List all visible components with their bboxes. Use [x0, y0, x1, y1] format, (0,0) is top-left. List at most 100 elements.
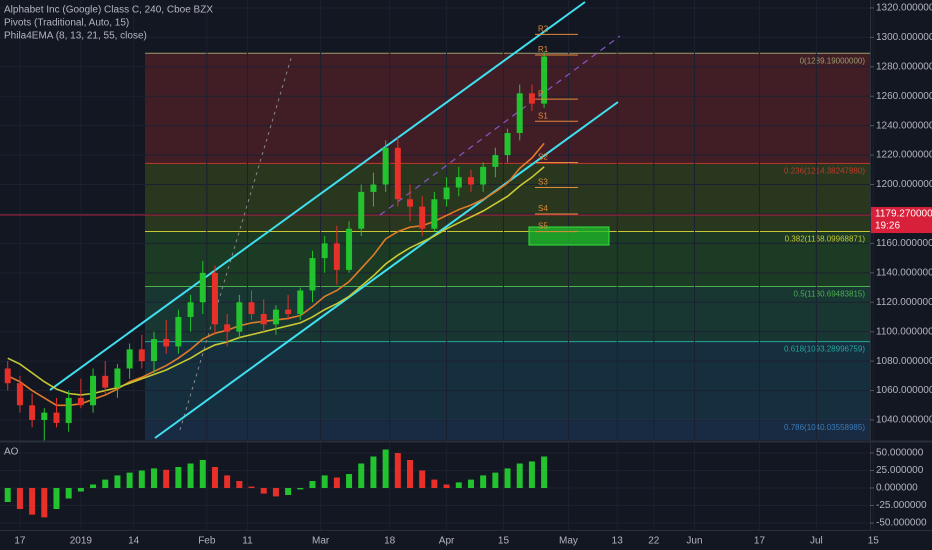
candle-body	[248, 302, 255, 315]
ao-bar	[431, 479, 438, 489]
candle-body	[16, 383, 23, 406]
candle-body	[285, 309, 292, 315]
marks: R2 R1 P S1 S2 S3 S4 S5	[4, 25, 578, 518]
y-tick-label: 1140.00000000	[876, 267, 932, 278]
candle-body	[102, 375, 109, 388]
ao-bar	[126, 472, 133, 489]
y-tick-label: 25.000000	[876, 465, 924, 476]
y-tick-label: 1080.00000000	[876, 356, 932, 367]
pivot-label: S3	[538, 178, 548, 187]
countdown: 19:26	[875, 221, 900, 232]
ao-bar	[224, 475, 231, 489]
ao-bar	[260, 488, 267, 494]
x-tick-label: 11	[242, 536, 253, 547]
ao-bar	[90, 484, 97, 489]
candle-body	[53, 412, 60, 423]
ao-bar	[163, 469, 170, 489]
candle-body	[358, 191, 365, 229]
candle-body	[126, 349, 133, 369]
candle-body	[541, 56, 548, 104]
candle-body	[4, 368, 11, 384]
ao-bar	[407, 460, 414, 489]
pivot-label: R2	[538, 25, 549, 34]
y-tick-label: 1160.00000000	[876, 238, 932, 249]
ao-bar	[175, 467, 182, 489]
ao-bar	[236, 481, 243, 489]
y-tick-label: 1260.00000000	[876, 91, 932, 102]
y-tick-label: 1040.00000000	[876, 415, 932, 426]
ao-bar	[492, 472, 499, 489]
symbol-title: Alphabet Inc (Google) Class C, 240, Cboe…	[4, 5, 213, 16]
ao-bar	[151, 468, 158, 489]
last-price-tag	[871, 207, 932, 234]
ao-bar	[285, 488, 292, 496]
pivot-label: P	[538, 89, 543, 98]
ao-bar	[4, 488, 11, 503]
x-tick-label: Feb	[198, 536, 216, 547]
candle-body	[272, 309, 279, 325]
pivot-label: S1	[538, 111, 548, 120]
candle-body	[443, 187, 450, 200]
x-tick-label: 15	[868, 536, 880, 547]
x-tick-label: 22	[648, 536, 660, 547]
y-tick-label: 1200.00000000	[876, 179, 932, 190]
fib-label: 0.382(1168.09968871)	[785, 235, 866, 244]
candle-body	[455, 177, 462, 188]
pivot-label: S2	[538, 153, 548, 162]
pivot-label: R1	[538, 45, 549, 54]
ao-bar	[309, 481, 316, 489]
ao-bar	[516, 463, 523, 489]
x-tick-label: Jun	[686, 536, 702, 547]
y-tick-label: -50.000000	[876, 518, 927, 529]
candle-body	[333, 243, 340, 270]
candle-body	[516, 93, 523, 134]
x-tick-label: Jul	[810, 536, 823, 547]
candle-body	[407, 199, 414, 207]
candle-body	[394, 147, 401, 200]
candle-body	[77, 397, 84, 406]
candle-body	[175, 316, 182, 347]
indicator-label: Pivots (Traditional, Auto, 15)	[4, 18, 129, 29]
ao-bar	[199, 460, 206, 489]
candle-body	[297, 290, 304, 315]
ao-bar	[480, 475, 487, 489]
x-tick-label: 17	[14, 536, 26, 547]
channel-mid	[379, 35, 621, 216]
y-tick-label: 1280.00000000	[876, 61, 932, 72]
fib-label: 0.236(1214.38247880)	[784, 166, 865, 175]
ao-bar	[272, 488, 279, 497]
ao-bar	[358, 463, 365, 489]
x-tick-label: 17	[754, 536, 766, 547]
fib-label: 0(1289.19000000)	[800, 56, 866, 65]
y-tick-label: -25.000000	[876, 500, 927, 511]
ao-bar	[248, 486, 255, 489]
x-tick-label: Mar	[312, 536, 330, 547]
candle-body	[114, 368, 121, 388]
x-tick-label: 14	[128, 536, 140, 547]
ao-bar	[187, 463, 194, 489]
ao-bar	[528, 461, 535, 489]
fib-zone	[145, 341, 870, 420]
candle-body	[431, 199, 438, 229]
pivot-label: S4	[538, 204, 548, 213]
fib-zone	[145, 163, 870, 232]
ao-bar	[77, 488, 84, 492]
y-tick-label: 0.000000	[876, 483, 918, 494]
ao-bar	[419, 470, 426, 489]
ao-bar	[138, 470, 145, 489]
channel-top	[49, 1, 586, 391]
y-tick-label: 1320.00000000	[876, 3, 932, 14]
ao-bar	[65, 488, 72, 499]
candle-body	[382, 147, 389, 185]
candle-body	[151, 339, 158, 362]
candle-body	[163, 339, 170, 347]
candle-body	[321, 243, 328, 259]
candle-body	[370, 184, 377, 192]
x-tick-label: 15	[498, 536, 510, 547]
y-tick-label: 1240.00000000	[876, 120, 932, 131]
candle-body	[187, 302, 194, 317]
ao-bar	[455, 482, 462, 489]
ao-bar	[102, 479, 109, 489]
fib-label: 0.618(1093.28996759)	[784, 345, 865, 354]
